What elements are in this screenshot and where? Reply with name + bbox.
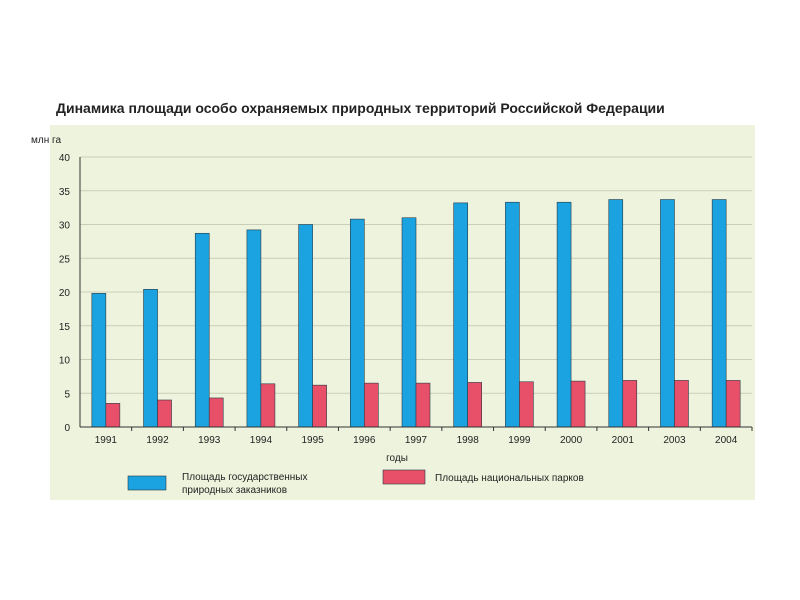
x-tick-label: 1998	[457, 435, 480, 446]
bar-national-parks	[105, 403, 121, 428]
bar-national-parks	[157, 399, 172, 428]
y-tick-label: 5	[64, 389, 70, 400]
x-tick-label: 1995	[301, 435, 324, 446]
bar-national-parks	[364, 382, 379, 428]
bar-reserves	[453, 202, 468, 428]
x-tick-label: 2000	[560, 435, 583, 446]
bar-reserves	[246, 229, 262, 428]
y-tick-label: 20	[59, 288, 71, 299]
x-tick-labels: 1991 1992 1993 1994 1995 1996 1997 1998 1999 2000…	[95, 435, 738, 446]
y-axis-unit: млн га	[31, 135, 61, 146]
legend-label-reserves: природных заказников	[182, 485, 287, 496]
legend-label-reserves: Площадь государственных	[182, 472, 308, 483]
x-tick-label: 2003	[663, 435, 686, 446]
y-tick-label: 30	[59, 221, 71, 232]
y-tick-label: 35	[59, 187, 71, 198]
x-axis-label: годы	[386, 453, 408, 464]
bar-reserves	[91, 293, 107, 428]
bars	[91, 199, 741, 428]
x-tick-label: 2004	[715, 435, 738, 446]
x-tick-label: 1996	[353, 435, 376, 446]
bar-reserves	[194, 232, 210, 428]
legend: Площадь государственных природных заказни…	[127, 469, 584, 496]
y-tick-label: 10	[59, 356, 71, 367]
bar-national-parks	[467, 382, 482, 428]
x-tick-label: 1997	[405, 435, 428, 446]
axes	[79, 157, 753, 431]
bar-national-parks	[674, 380, 689, 428]
x-tick-label: 1994	[250, 435, 273, 446]
y-tick-labels: 0 5 10 15 20 25 30 35 40	[59, 153, 71, 434]
bar-reserves	[401, 217, 417, 428]
bar-reserves	[711, 199, 727, 428]
x-tick-label: 1999	[508, 435, 531, 446]
x-tick-label: 1993	[198, 435, 221, 446]
y-tick-label: 0	[64, 423, 70, 434]
bar-national-parks	[519, 381, 534, 428]
y-tick-label: 15	[59, 322, 71, 333]
x-tick-label: 1991	[95, 435, 118, 446]
legend-swatch-national-parks	[382, 469, 426, 485]
bar-national-parks	[622, 380, 638, 428]
bar-reserves	[660, 199, 675, 428]
bar-reserves	[556, 201, 572, 428]
bar-reserves	[298, 224, 313, 428]
bar-national-parks	[312, 384, 327, 428]
y-tick-label: 25	[59, 254, 71, 265]
bar-reserves	[143, 288, 158, 428]
y-tick-label: 40	[59, 153, 71, 164]
bar-reserves	[350, 218, 365, 428]
legend-label-national-parks: Площадь национальных парков	[435, 473, 584, 484]
bar-national-parks	[725, 380, 741, 428]
bar-national-parks	[260, 383, 276, 428]
bar-national-parks	[208, 397, 224, 428]
x-tick-label: 2001	[612, 435, 635, 446]
bar-national-parks	[415, 382, 431, 428]
bar-reserves	[608, 199, 624, 428]
chart-title: Динамика площади особо охраняемых природ…	[56, 100, 665, 116]
bar-reserves	[505, 201, 520, 428]
x-tick-label: 1992	[146, 435, 169, 446]
legend-swatch-reserves	[127, 475, 167, 491]
bar-national-parks	[570, 380, 586, 428]
